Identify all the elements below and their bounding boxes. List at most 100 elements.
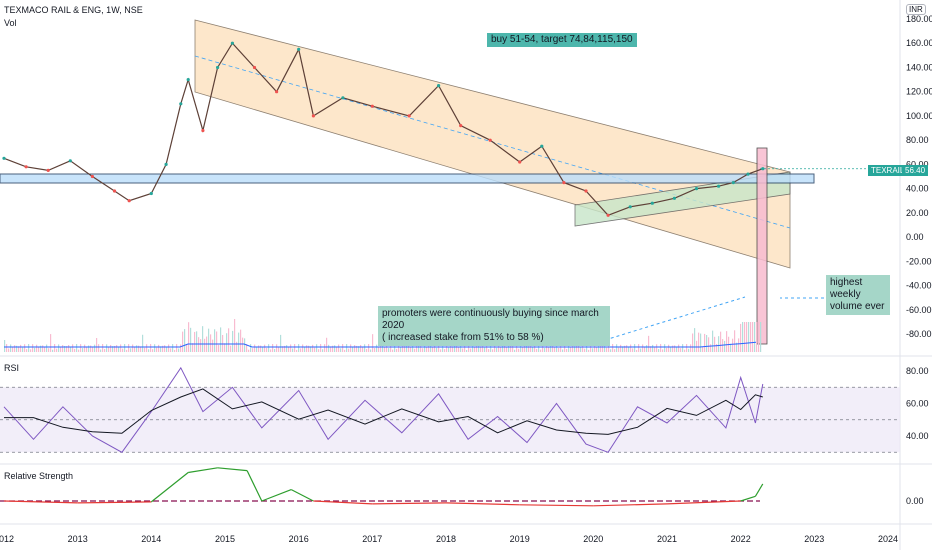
year-tick-label: 2019 (510, 534, 530, 544)
price-point (488, 138, 492, 142)
price-point (694, 187, 699, 191)
price-tick-label: 100.00 (906, 111, 932, 121)
volume-bar (472, 344, 474, 352)
rs-segment (740, 495, 756, 502)
currency-label[interactable]: INR (906, 4, 926, 15)
price-line (2, 41, 900, 341)
rs-segment (261, 489, 292, 502)
volume-bar (240, 329, 242, 352)
volume-bar (202, 326, 204, 352)
price-point (672, 196, 677, 200)
volume-bar (102, 344, 104, 352)
volume-bar (88, 345, 90, 352)
price-point (230, 41, 234, 45)
volume-bar (400, 347, 402, 352)
volume-bar (168, 344, 170, 352)
volume-bar (48, 348, 50, 352)
volume-bar (170, 348, 172, 352)
volume-trend-arrow (604, 296, 746, 341)
volume-bar (198, 337, 200, 352)
price-point (628, 205, 632, 209)
volume-bar (532, 347, 534, 352)
volume-bar (460, 344, 462, 352)
volume-bar (328, 344, 330, 352)
volume-bar (192, 343, 194, 352)
rs-segment (445, 502, 520, 506)
price-point (540, 144, 544, 148)
volume-bar (528, 346, 530, 352)
volume-bar (336, 346, 338, 352)
volume-bar (10, 344, 12, 352)
volume-bar (376, 344, 378, 352)
volume-bar (566, 348, 568, 352)
volume-bar (86, 346, 88, 352)
volume-bar (100, 349, 102, 352)
volume-bar (274, 349, 276, 352)
volume-bar (56, 348, 58, 352)
price-point (518, 160, 522, 164)
volume-bar (732, 338, 734, 352)
volume-bar (172, 344, 174, 352)
volume-bar (454, 345, 456, 352)
volume-bar (290, 344, 292, 352)
volume-bar (384, 346, 386, 352)
volume-bar (218, 344, 220, 352)
volume-bar (666, 347, 668, 352)
volume-bar (390, 344, 392, 352)
volume-bar (716, 343, 718, 352)
volume-bar (268, 344, 270, 352)
volume-bar (476, 345, 478, 352)
volume-bar (194, 331, 196, 352)
volume-bar (196, 331, 198, 352)
volume-ma-line (4, 341, 757, 348)
volume-bar (710, 344, 712, 352)
volume-bar (134, 346, 136, 352)
volume-bar (616, 344, 618, 352)
price-point (24, 165, 28, 169)
volume-bar (368, 344, 370, 352)
volume-bar (182, 331, 184, 352)
price-tick-label: -60.00 (906, 305, 932, 315)
volume-annotation: highest weekly volume ever (826, 275, 890, 315)
volume-bar (588, 349, 590, 352)
volume-bar (652, 344, 654, 352)
volume-bar (64, 345, 66, 352)
volume-bar (542, 344, 544, 352)
volume-bar (398, 344, 400, 352)
volume-bar (216, 331, 218, 352)
volume-bar (622, 346, 624, 352)
volume-bar (470, 348, 472, 352)
volume-bar (220, 327, 222, 352)
volume-bar (554, 346, 556, 352)
price-tick-label: 120.00 (906, 87, 932, 97)
volume-bar (348, 348, 350, 352)
volume-bar (14, 345, 16, 352)
volume-bar (662, 349, 664, 352)
volume-bar (148, 349, 150, 352)
volume-bar (466, 349, 468, 352)
year-tick-label: 2024 (878, 534, 898, 544)
support-zone (0, 173, 815, 184)
price-tick-label: 160.00 (906, 38, 932, 48)
price-point (68, 159, 72, 163)
volume-bar (28, 344, 30, 352)
volume-bar (224, 343, 226, 352)
price-point (761, 167, 765, 171)
volume-bar (408, 345, 410, 352)
volume-bar (598, 345, 600, 352)
volume-bar (252, 348, 254, 352)
volume-bar (524, 345, 526, 352)
volume-bar (544, 348, 546, 352)
volume-bar (746, 322, 748, 352)
volume-bar (296, 349, 298, 352)
price-tick-label: -80.00 (906, 329, 932, 339)
rs-segment (188, 467, 218, 474)
volume-bar (610, 349, 612, 352)
rsi-tick-label: 80.00 (906, 366, 929, 376)
volume-bar (22, 347, 24, 352)
volume-bar (496, 347, 498, 352)
rsi-label: RSI (4, 363, 20, 373)
volume-bar (688, 348, 690, 352)
volume-bar (40, 345, 42, 352)
